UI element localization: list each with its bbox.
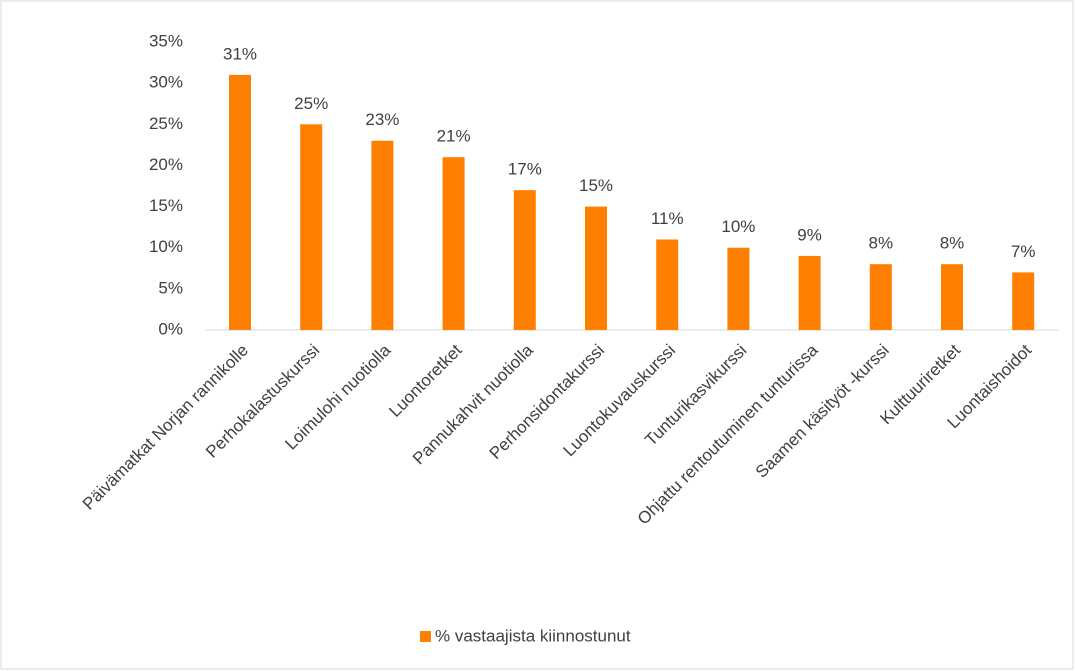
data-label: 9%	[797, 225, 822, 244]
data-label: 17%	[508, 160, 542, 179]
bar	[941, 264, 963, 330]
data-label: 23%	[365, 110, 399, 129]
data-label: 11%	[651, 209, 684, 228]
bar	[300, 124, 323, 331]
bar	[798, 255, 821, 330]
bar	[513, 190, 536, 330]
data-label: 21%	[437, 127, 471, 146]
data-label: 31%	[223, 44, 257, 63]
y-tick-label: 25%	[149, 114, 183, 133]
bar	[371, 140, 394, 330]
y-tick-label: 35%	[149, 31, 183, 50]
data-label: 8%	[940, 234, 965, 253]
bar	[229, 74, 251, 331]
data-label: 15%	[579, 176, 613, 195]
y-tick-label: 10%	[149, 237, 183, 256]
y-tick-label: 0%	[158, 319, 183, 338]
bar	[1012, 272, 1035, 330]
y-tick-label: 15%	[149, 196, 183, 215]
legend-swatch	[420, 631, 431, 642]
data-label: 10%	[721, 217, 755, 236]
bar	[656, 239, 679, 330]
data-label: 8%	[869, 234, 894, 253]
bar	[869, 264, 892, 330]
data-label: 25%	[294, 94, 328, 113]
bar	[442, 157, 465, 330]
y-tick-label: 30%	[149, 73, 183, 92]
legend-label: % vastaajista kiinnostunut	[435, 626, 631, 645]
bar	[585, 206, 607, 330]
bar	[727, 247, 750, 330]
y-tick-label: 5%	[158, 278, 183, 297]
y-tick-label: 20%	[149, 155, 183, 174]
data-label: 7%	[1011, 242, 1036, 261]
